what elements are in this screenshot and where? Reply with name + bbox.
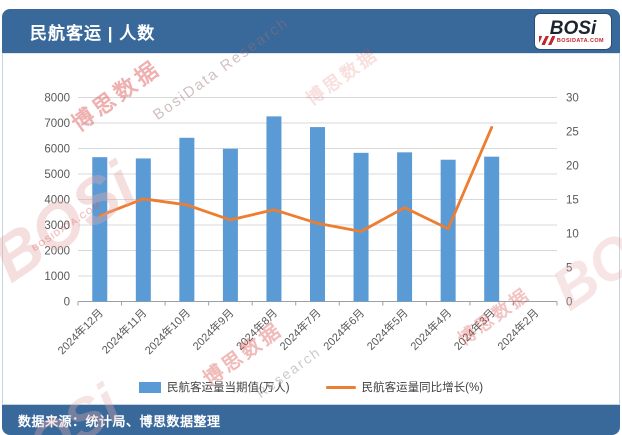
x-axis-category-label: 2024年5月 — [364, 306, 411, 353]
bar-swatch-icon — [138, 381, 161, 393]
x-axis-category-label: 2024年3月 — [451, 306, 498, 353]
footer-bar: 数据来源：统计局、博思数据整理 — [2, 405, 620, 435]
legend-item-line: 民航客运量同比增长(%) — [325, 379, 484, 395]
header-bar: 民航客运 | 人数 BOSi BOSIDATA.COM — [2, 9, 620, 53]
bosi-logo-site: BOSIDATA.COM — [556, 37, 604, 44]
x-axis-category-label: 2024年12月 — [54, 306, 105, 357]
x-axis-category-label: 2024年4月 — [407, 306, 454, 353]
left-axis-tick-label: 6000 — [44, 144, 70, 156]
left-axis-tick-label: 0 — [64, 297, 70, 309]
bar — [353, 152, 369, 302]
left-axis-tick-label: 5000 — [44, 169, 70, 181]
bosi-logo-text: BOSi — [549, 17, 597, 39]
chart-legend: 民航客运量当期值(万人) 民航客运量同比增长(%) — [0, 379, 622, 395]
logo-stripes-icon — [539, 36, 555, 45]
bar — [179, 137, 195, 302]
left-axis-tick-label: 8000 — [44, 93, 70, 105]
legend-bar-label: 民航客运量当期值(万人) — [166, 382, 290, 394]
right-axis-tick-label: 5 — [566, 263, 572, 275]
right-axis-tick-label: 10 — [566, 229, 579, 241]
combo-chart: 0 1000 2000 3000 4000 5000 6000 7000 8000 0 5 10 15 2… — [44, 93, 579, 358]
x-axis-category-label: 2024年9月 — [189, 306, 236, 353]
x-axis-category-label: 2024年7月 — [277, 306, 324, 353]
legend-line-label: 民航客运量同比增长(%) — [361, 382, 484, 394]
bar — [92, 157, 108, 302]
x-axis-category-label: 2024年10月 — [142, 306, 193, 357]
line-swatch-icon — [325, 385, 356, 389]
x-axis-category-label: 2024年2月 — [494, 306, 541, 353]
bar — [440, 159, 456, 302]
right-axis-tick-label: 0 — [566, 297, 572, 309]
data-source: 数据来源：统计局、博思数据整理 — [18, 413, 221, 429]
x-axis-category-label: 2024年11月 — [99, 306, 150, 357]
page-title: 民航客运 | 人数 — [30, 23, 156, 43]
left-axis-tick-label: 2000 — [44, 246, 70, 258]
x-axis-category-label: 2024年8月 — [233, 306, 280, 353]
left-axis-tick-label: 4000 — [44, 195, 70, 207]
x-axis-category-label: 2024年6月 — [320, 306, 367, 353]
bosi-logo: BOSi BOSIDATA.COM — [535, 14, 611, 49]
bar — [135, 158, 151, 302]
bar — [310, 127, 325, 302]
bar — [222, 148, 238, 302]
right-axis-tick-label: 30 — [566, 93, 579, 105]
left-axis-tick-label: 3000 — [44, 220, 70, 232]
left-axis-tick-label: 7000 — [44, 118, 70, 130]
bar — [484, 156, 500, 302]
legend-item-bar: 民航客运量当期值(万人) — [138, 379, 290, 395]
right-axis-tick-label: 15 — [566, 195, 579, 207]
growth-line — [98, 126, 494, 233]
right-axis-tick-label: 25 — [566, 127, 579, 139]
left-axis-tick-label: 1000 — [44, 271, 70, 283]
bar — [397, 152, 413, 302]
right-axis-tick-label: 20 — [566, 161, 579, 173]
